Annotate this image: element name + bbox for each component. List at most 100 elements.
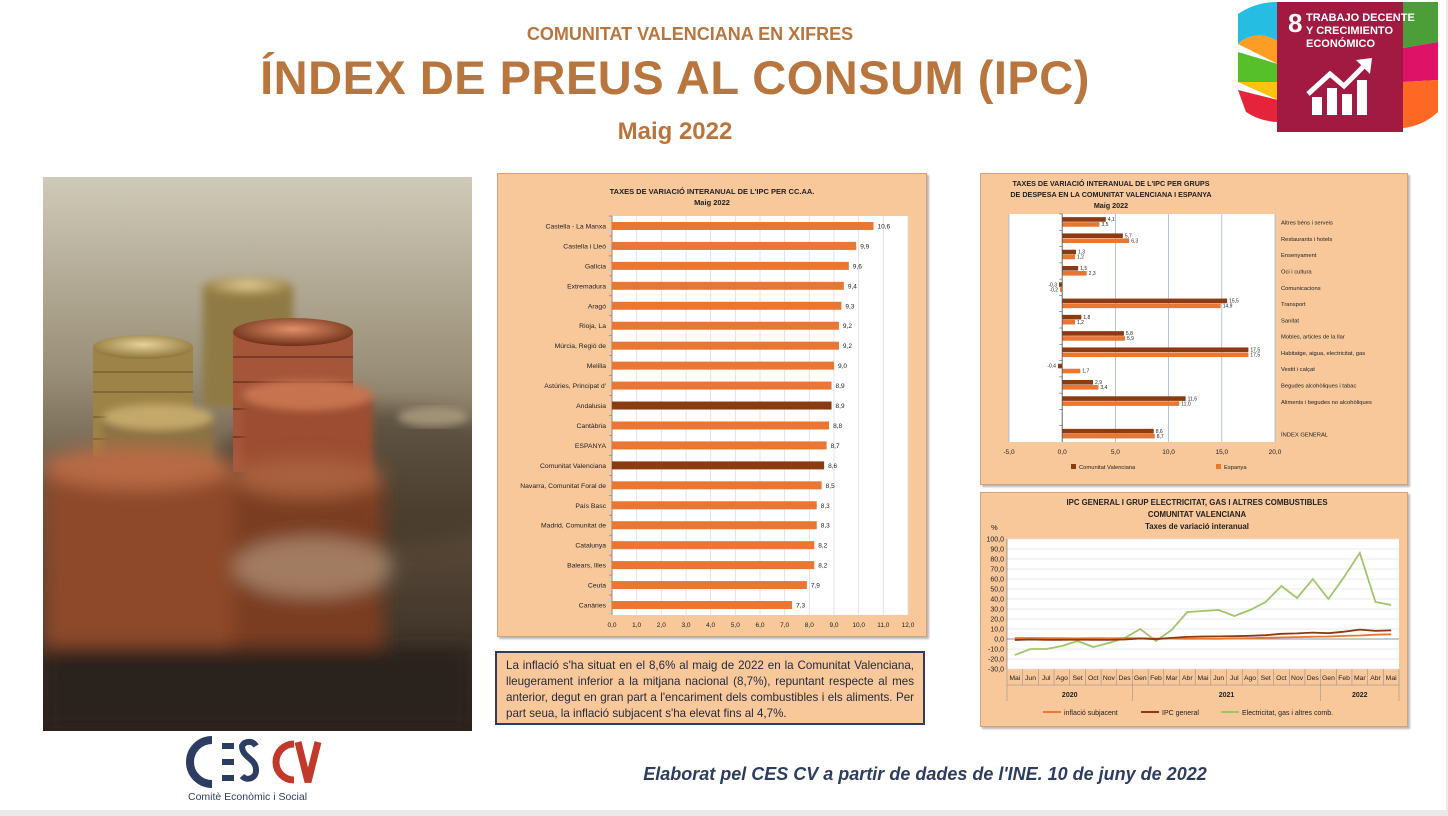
chart1-bar <box>612 441 827 450</box>
chart2-bar <box>1062 352 1249 358</box>
chart1-value-label: 9,4 <box>848 283 857 290</box>
chart1-category-label: Rioja, La <box>579 323 606 330</box>
chart3-y-tick: 90,0 <box>990 547 1004 554</box>
chart2-category-label: Mobles, articles de la llar <box>1281 335 1345 341</box>
chart2-value-label: 6,3 <box>1131 238 1138 244</box>
chart1-bar <box>612 561 815 570</box>
chart2-legend-swatch <box>1216 464 1221 469</box>
chart3-y-tick: -30,0 <box>988 667 1004 674</box>
chart1-x-tick: 8,0 <box>805 622 814 629</box>
chart3-year-label: 2022 <box>1352 692 1368 699</box>
chart3-svg: IPC GENERAL I GRUP ELECTRICITAT, GAS I A… <box>986 498 1400 717</box>
chart1-x-tick: 10,0 <box>852 622 865 629</box>
chart1-bar <box>612 321 839 330</box>
chart2-bar <box>1062 428 1154 434</box>
chart1-svg: TAXES DE VARIACIÓ INTERANUAL DE L'IPC PE… <box>520 187 914 629</box>
chart1-bar <box>612 381 832 390</box>
chart3-x-tick: Nov <box>1291 675 1304 682</box>
chart1-category-label: Cantàbria <box>577 423 607 430</box>
chart1-category-label: Castella i Lleó <box>563 243 606 250</box>
chart1-value-label: 9,2 <box>843 323 852 330</box>
chart1-x-tick: 7,0 <box>780 622 789 629</box>
chart2-value-label: 1,7 <box>1082 369 1089 375</box>
chart2-category-label: Vestit i calçat <box>1281 367 1315 373</box>
chart1-bar <box>612 401 832 410</box>
chart2-bar <box>1059 282 1063 287</box>
chart1-bar <box>612 581 807 590</box>
chart3-x-tick: Oct <box>1088 675 1099 682</box>
chart3-x-tick: Feb <box>1338 675 1350 682</box>
chart3-x-tick: Jul <box>1230 675 1239 682</box>
chart2-value-label: 2,3 <box>1089 271 1096 277</box>
chart1-value-label: 8,7 <box>831 443 840 450</box>
chart3-title2: COMUNITAT VALENCIANA <box>1148 510 1247 519</box>
chart3-legend-label: IPC general <box>1162 710 1199 717</box>
chart2-value-label: 8,7 <box>1157 434 1164 440</box>
chart2-category-label: ÍNDEX GENERAL <box>1281 431 1329 438</box>
chart3-series-line <box>1014 550 1392 656</box>
chart2-bar <box>1062 298 1228 304</box>
chart3-x-tick: Oct <box>1276 675 1287 682</box>
chart3-y-tick: 40,0 <box>990 597 1004 604</box>
chart3-x-tick: Jun <box>1213 675 1224 682</box>
chart2-category-label: Habitatge, aigua, electricitat, gas <box>1281 351 1365 357</box>
chart2-category-label: Begudes alcohòliques i tabac <box>1281 384 1357 390</box>
chart1-category-label: Comunitat Valenciana <box>540 463 606 470</box>
chart2-title: TAXES DE VARIACIÓ INTERANUAL DE L'IPC PE… <box>1013 179 1210 188</box>
chart1-category-label: País Basc <box>575 503 606 510</box>
chart2-bar <box>1062 249 1077 255</box>
chart1-bar <box>612 221 874 230</box>
chart2-x-tick: 20,0 <box>1269 449 1282 456</box>
chart3-y-tick: 50,0 <box>990 587 1004 594</box>
chart2-bar <box>1057 363 1063 369</box>
chart1-value-label: 8,8 <box>833 423 842 430</box>
chart1-value-label: 9,0 <box>838 363 847 370</box>
chart3-y-tick: 80,0 <box>990 557 1004 564</box>
chart3-title: IPC GENERAL I GRUP ELECTRICITAT, GAS I A… <box>1066 498 1327 507</box>
summary-text: La inflació s'ha situat en el 8,6% al ma… <box>495 651 925 725</box>
chart2-value-label: 11,0 <box>1181 401 1191 407</box>
chart2-value-label: 15,5 <box>1229 299 1239 305</box>
chart3-x-tick: Ago <box>1244 675 1256 682</box>
chart1-value-label: 7,9 <box>811 583 820 590</box>
chart3-y-tick: 10,0 <box>990 627 1004 634</box>
chart2-bar <box>1062 319 1075 325</box>
chart-ipc-electricity: IPC GENERAL I GRUP ELECTRICITAT, GAS I A… <box>980 492 1408 727</box>
chart1-value-label: 9,9 <box>860 243 869 250</box>
chart1-bar <box>612 361 834 370</box>
chart1-category-label: Navarra, Comunitat Foral de <box>520 483 606 490</box>
chart2-bar <box>1062 336 1125 341</box>
chart1-category-label: Canàries <box>579 603 607 610</box>
chart1-value-label: 8,9 <box>836 383 845 390</box>
chart2-legend-swatch <box>1071 464 1076 469</box>
chart1-category-label: Catalunya <box>575 543 606 550</box>
chart1-category-label: Extremadura <box>567 283 606 290</box>
chart-ipc-ccaa: TAXES DE VARIACIÓ INTERANUAL DE L'IPC PE… <box>497 173 927 637</box>
chart2-value-label: 3,5 <box>1101 222 1108 228</box>
chart1-value-label: 8,6 <box>828 463 837 470</box>
chart2-value-label: 2,9 <box>1095 380 1102 386</box>
chart1-bar <box>612 601 793 610</box>
chart2-bar <box>1062 396 1186 401</box>
chart1-x-tick: 4,0 <box>706 622 715 629</box>
chart2-category-label: Aliments i begudes no alcohòliques <box>1281 400 1372 406</box>
chart3-x-tick: Mar <box>1354 675 1366 682</box>
chart1-value-label: 9,6 <box>853 263 862 270</box>
chart2-value-label: 1,5 <box>1080 266 1087 272</box>
chart1-bar <box>612 481 822 490</box>
chart3-y-tick: 100,0 <box>986 537 1004 544</box>
chart2-title2: DE DESPESA EN LA COMUNITAT VALENCIANA I … <box>1010 190 1211 199</box>
sdg-number: 8 <box>1288 8 1302 38</box>
growth-chart-icon <box>1306 58 1372 115</box>
chart3-x-tick: Des <box>1307 675 1320 682</box>
chart1-value-label: 8,3 <box>821 523 830 530</box>
chart2-subtitle: Maig 2022 <box>1094 201 1128 210</box>
chart1-category-label: Múrcia, Regió de <box>555 343 607 350</box>
chart1-category-label: ESPANYA <box>575 443 607 450</box>
chart2-value-label: 17,5 <box>1250 347 1260 353</box>
chart2-bar <box>1062 401 1180 406</box>
chart2-value-label: 5,7 <box>1125 233 1132 239</box>
chart3-legend-label: Electricitat, gas i altres comb. <box>1242 710 1333 717</box>
chart3-x-tick: Set <box>1261 675 1271 682</box>
header-subtitle: COMUNITAT VALENCIANA EN XIFRES <box>526 24 854 44</box>
